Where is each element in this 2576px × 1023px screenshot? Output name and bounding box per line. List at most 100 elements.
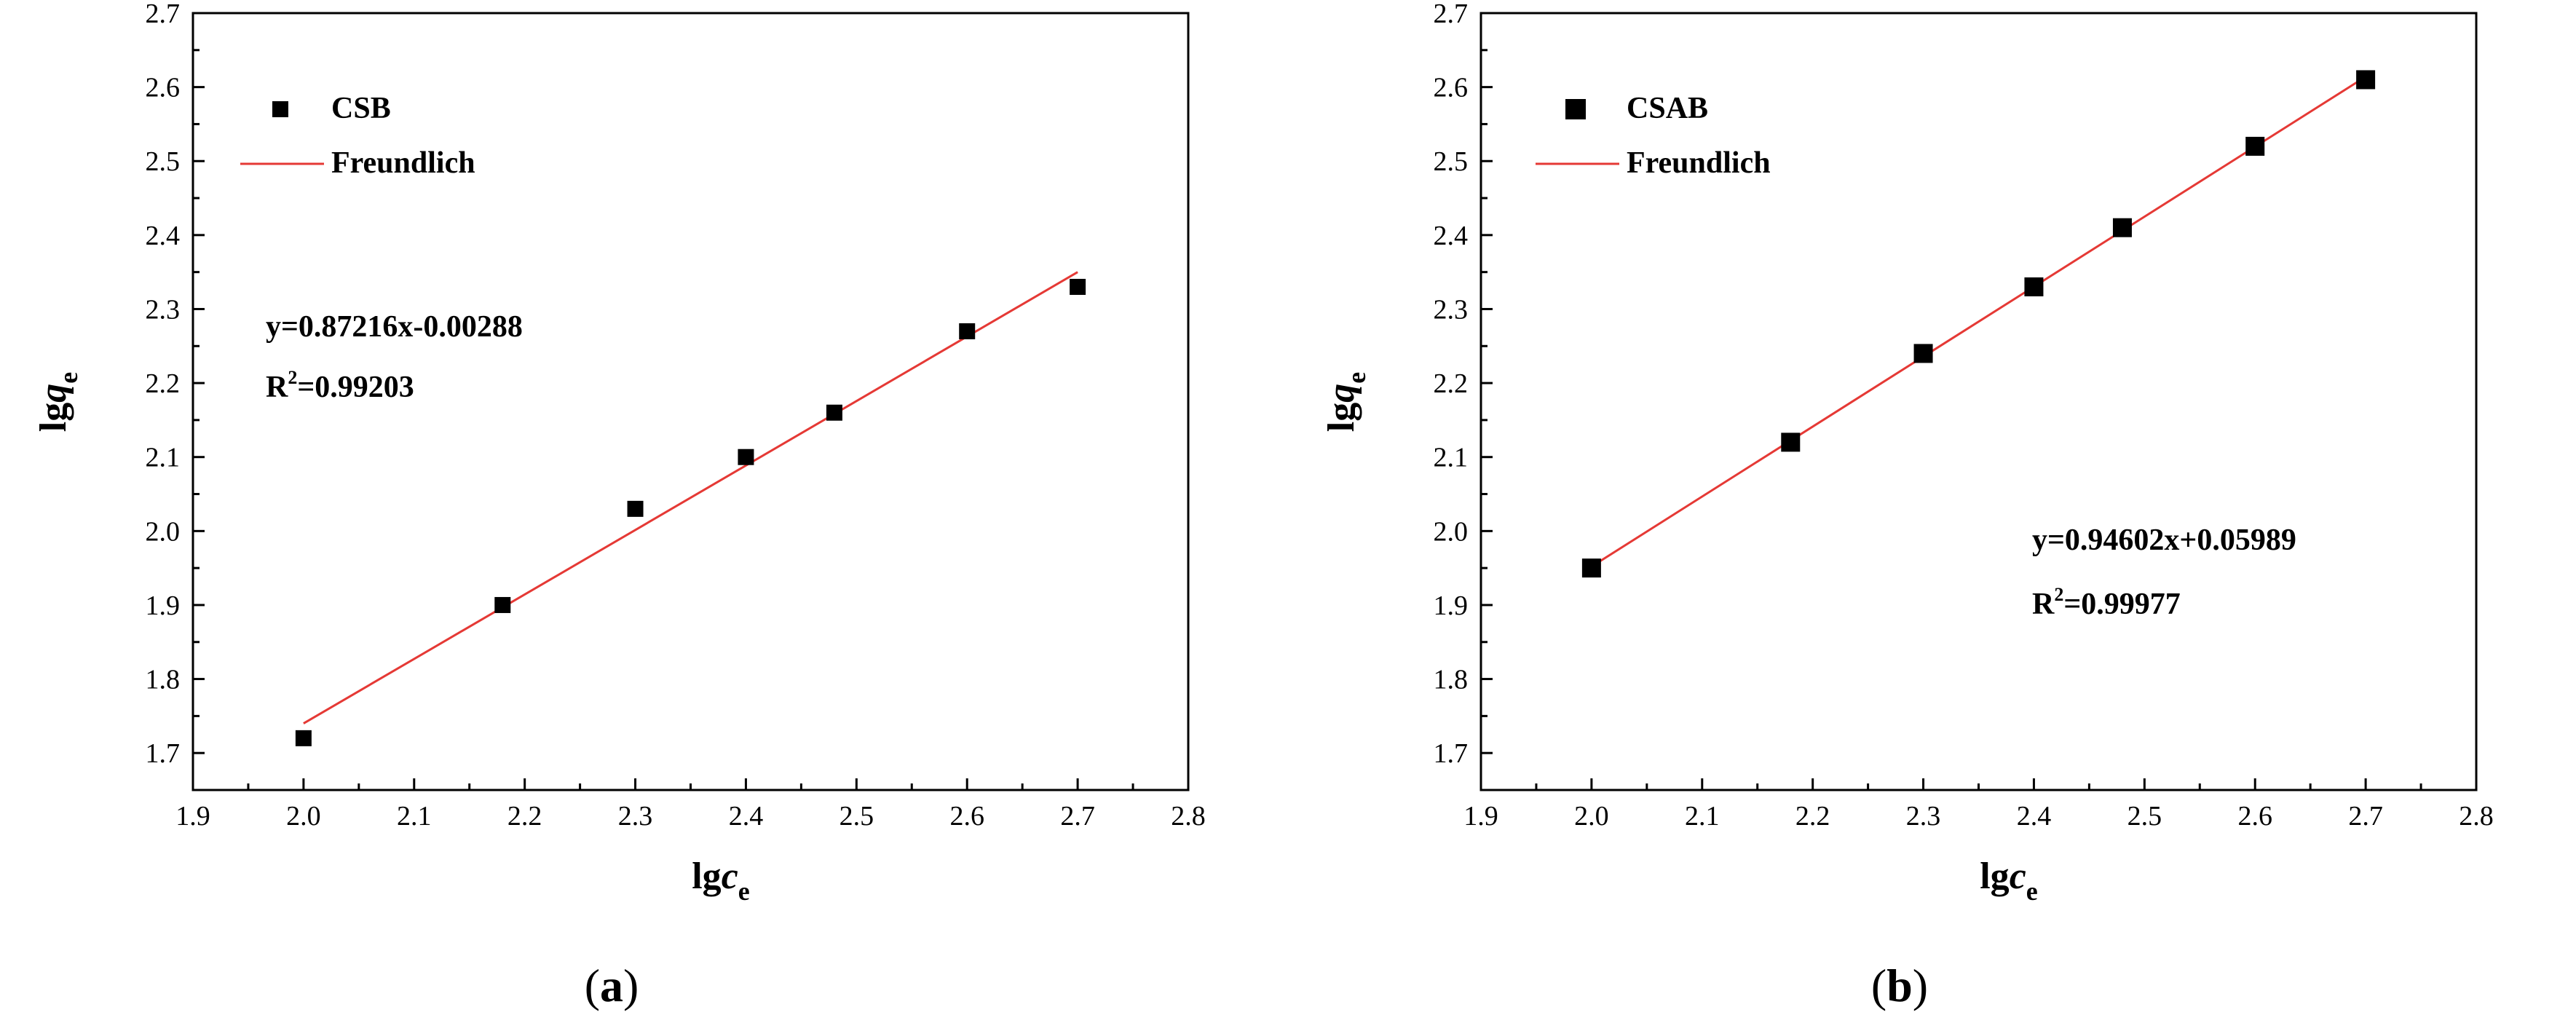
- caption-letter: a: [600, 960, 623, 1011]
- r-squared-superscript: 2: [288, 367, 297, 388]
- y-axis-title-variable: q: [1321, 384, 1362, 403]
- x-tick-label: 2.2: [1795, 801, 1830, 832]
- legend-marker-points: [272, 101, 288, 117]
- x-tick-label: 2.7: [1060, 801, 1095, 832]
- r-squared: R2=0.99203: [266, 367, 414, 404]
- fit-line: [1591, 76, 2366, 568]
- data-point: [959, 323, 976, 339]
- x-tick-label: 2.6: [2237, 801, 2272, 832]
- chart-a-svg: 1.9 2.0 2.1 2.2 2.3 2.4 2.5 2.6 2.7 2.8 1.7 1.8 1.9 2…: [33, 0, 1206, 1011]
- chart-panel-a: 1.9 2.0 2.1 2.2 2.3 2.4 2.5 2.6 2.7 2.8 1.7 1.8 1.9 2…: [33, 0, 1206, 1011]
- y-tick-label: 1.8: [1434, 665, 1469, 695]
- y-axis-title-subscript: e: [1342, 372, 1371, 384]
- y-axis-title-group: lgqe: [1321, 372, 1371, 432]
- x-tick-label: 2.7: [2348, 801, 2383, 832]
- y-tick-label: 2.6: [1434, 73, 1469, 103]
- y-axis-title-group: lgqe: [33, 372, 83, 432]
- y-tick-label: 2.0: [1434, 516, 1469, 547]
- x-tick-label: 2.1: [1685, 801, 1720, 832]
- y-axis-title-subscript: e: [54, 372, 83, 384]
- data-point: [295, 730, 312, 746]
- caption-close: ): [623, 960, 639, 1011]
- x-axis-title-prefix: lg: [692, 856, 721, 897]
- panel-caption: (a): [585, 960, 639, 1011]
- y-tick-label: 2.7: [1434, 0, 1469, 29]
- r-squared-symbol: R: [2032, 588, 2055, 621]
- y-tick-label: 2.1: [146, 443, 181, 473]
- data-point: [494, 596, 511, 613]
- x-tick-label: 1.9: [175, 801, 210, 832]
- data-point: [826, 404, 842, 421]
- x-tick-label: 2.5: [839, 801, 874, 832]
- y-tick-label: 2.7: [146, 0, 181, 29]
- x-tick-label: 2.8: [1171, 801, 1206, 832]
- y-axis-title: lgqe: [1321, 372, 1371, 432]
- r-squared-value: =0.99977: [2063, 588, 2180, 621]
- x-tick-label: 2.5: [2127, 801, 2162, 832]
- x-tick-label: 2.8: [2459, 801, 2494, 832]
- y-tick-label: 2.4: [1434, 221, 1469, 251]
- y-tick-label: 2.3: [1434, 294, 1469, 325]
- y-tick-label: 2.4: [146, 221, 181, 251]
- y-axis-title-prefix: lg: [33, 403, 74, 432]
- data-point: [627, 500, 644, 517]
- chart-b-svg: 1.9 2.0 2.1 2.2 2.3 2.4 2.5 2.6 2.7 2.8 1.7 1.8 1.9 2…: [1321, 0, 2494, 1011]
- caption-letter: b: [1886, 960, 1913, 1011]
- y-tick-label: 1.9: [146, 591, 181, 621]
- x-axis-title: lgce: [692, 856, 750, 906]
- x-axis-title-subscript: e: [738, 877, 750, 906]
- chart-panel-b: 1.9 2.0 2.1 2.2 2.3 2.4 2.5 2.6 2.7 2.8 1.7 1.8 1.9 2…: [1288, 0, 2576, 1023]
- data-point: [2356, 70, 2376, 90]
- x-axis-title-subscript: e: [2026, 877, 2038, 906]
- data-point: [1070, 278, 1086, 295]
- fit-line: [303, 271, 1078, 724]
- data-point: [738, 449, 754, 465]
- x-tick-label: 2.6: [949, 801, 984, 832]
- fit-equation: y=0.87216x-0.00288: [266, 310, 523, 344]
- y-axis-title-variable: q: [33, 384, 74, 403]
- y-tick-label: 1.7: [146, 738, 181, 769]
- x-tick-label: 2.3: [1906, 801, 1941, 832]
- y-tick-label: 2.5: [1434, 146, 1469, 177]
- x-axis-title: lgce: [1980, 856, 2038, 906]
- y-tick-label: 2.5: [146, 146, 181, 177]
- y-tick-label: 1.9: [1434, 591, 1469, 621]
- plot-frame: [1479, 12, 2478, 791]
- data-point: [1913, 344, 1933, 363]
- panel-caption: (b): [1871, 960, 1928, 1011]
- y-tick-label: 2.0: [146, 516, 181, 547]
- x-tick-label: 2.2: [507, 801, 542, 832]
- x-tick-label: 1.9: [1463, 801, 1498, 832]
- x-tick-label: 2.4: [729, 801, 764, 832]
- data-point: [1581, 558, 1601, 578]
- caption-close: ): [1913, 960, 1928, 1011]
- y-tick-label: 2.3: [146, 294, 181, 325]
- fit-equation: y=0.94602x+0.05989: [2032, 524, 2296, 557]
- x-tick-label: 2.1: [397, 801, 432, 832]
- y-tick-label: 1.7: [1434, 738, 1469, 769]
- legend-label-points: CSAB: [1627, 92, 1708, 125]
- caption-open: (: [585, 960, 600, 1011]
- y-axis-title-prefix: lg: [1321, 403, 1362, 432]
- x-tick-label: 2.0: [286, 801, 321, 832]
- caption-open: (: [1871, 960, 1886, 1011]
- y-tick-label: 2.2: [1434, 368, 1469, 399]
- x-axis-title-variable: c: [722, 856, 738, 897]
- data-point: [2112, 218, 2132, 237]
- x-axis-title-variable: c: [2010, 856, 2026, 897]
- x-axis-title-prefix: lg: [1980, 856, 2009, 897]
- legend-label-fit: Freundlich: [1627, 146, 1771, 180]
- legend-marker-points: [1565, 99, 1586, 119]
- y-tick-label: 2.6: [146, 73, 181, 103]
- y-tick-label: 2.2: [146, 368, 181, 399]
- y-tick-label: 2.1: [1434, 443, 1469, 473]
- legend-label-points: CSB: [331, 92, 391, 125]
- data-point: [1781, 432, 1801, 452]
- x-tick-label: 2.4: [2017, 801, 2052, 832]
- data-point: [2245, 136, 2265, 156]
- r-squared-value: =0.99203: [297, 371, 414, 404]
- r-squared-superscript: 2: [2054, 584, 2063, 605]
- y-tick-label: 1.8: [146, 665, 181, 695]
- legend-label-fit: Freundlich: [331, 146, 475, 180]
- x-tick-label: 2.3: [618, 801, 653, 832]
